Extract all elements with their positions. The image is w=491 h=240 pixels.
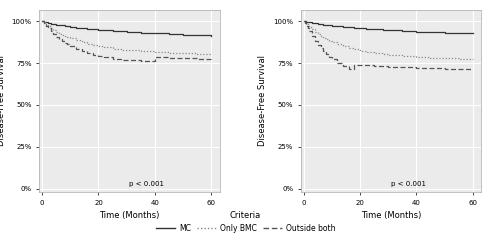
Text: A: A bbox=[12, 0, 22, 2]
Y-axis label: Disease-Free Survival: Disease-Free Survival bbox=[258, 55, 268, 146]
Legend: MC, Only BMC, Outside both: MC, Only BMC, Outside both bbox=[153, 208, 338, 236]
Text: p < 0.001: p < 0.001 bbox=[130, 180, 164, 186]
Text: p < 0.001: p < 0.001 bbox=[391, 180, 426, 186]
X-axis label: Time (Months): Time (Months) bbox=[99, 211, 160, 220]
Text: B: B bbox=[274, 0, 283, 2]
X-axis label: Time (Months): Time (Months) bbox=[361, 211, 421, 220]
Y-axis label: Disease-Free Survival: Disease-Free Survival bbox=[0, 55, 6, 146]
